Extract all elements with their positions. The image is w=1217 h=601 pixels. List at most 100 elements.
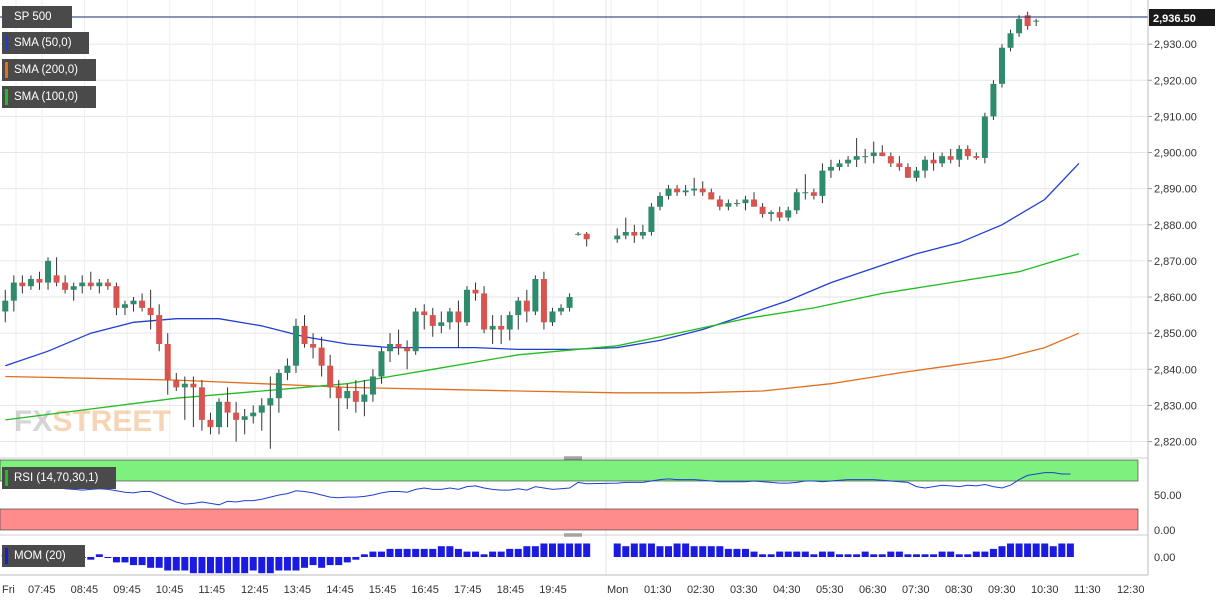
mom-bar xyxy=(232,557,240,574)
candle-body xyxy=(361,394,368,402)
sma100-tag[interactable]: SMA (100,0) xyxy=(2,86,96,108)
time-tick-label: Mon xyxy=(607,584,628,596)
candle-body xyxy=(716,199,723,207)
mom-bar xyxy=(309,557,317,566)
mom-tick-label: 0.00 xyxy=(1154,552,1175,564)
time-tick-label: 07:45 xyxy=(28,584,56,596)
sma200-tag[interactable]: SMA (200,0) xyxy=(2,59,96,81)
mom-bar xyxy=(369,551,377,557)
sma100-label: SMA (100,0) xyxy=(14,91,78,103)
mom-bar xyxy=(690,546,698,557)
candle-body xyxy=(472,289,479,294)
candle-body xyxy=(250,412,257,417)
mom-bar xyxy=(793,551,801,557)
candle-body xyxy=(540,278,547,323)
candle-body xyxy=(631,232,638,236)
candle-body xyxy=(523,300,530,312)
mom-bar xyxy=(1032,543,1040,557)
candle-body xyxy=(404,347,411,352)
mom-bar xyxy=(395,548,403,557)
sma-line-1 xyxy=(5,162,1080,367)
mom-bar xyxy=(1066,543,1074,557)
mom-bar xyxy=(574,543,582,557)
mom-bar xyxy=(112,557,120,563)
mom-bar xyxy=(566,543,574,557)
candle-body xyxy=(879,152,886,157)
candle-body xyxy=(139,300,146,308)
candle-body xyxy=(939,156,946,164)
mom-bar xyxy=(104,557,112,558)
mom-bar xyxy=(776,551,784,557)
candle-body xyxy=(147,307,154,316)
price-tick-label: 2,860.00 xyxy=(1154,292,1197,304)
mom-bar xyxy=(639,543,647,557)
mom-bar xyxy=(377,551,385,557)
mom-bar xyxy=(818,551,826,557)
mom-bar xyxy=(827,551,835,557)
sma200-label: SMA (200,0) xyxy=(14,64,78,76)
mom-bar xyxy=(130,557,138,566)
mom-bar xyxy=(258,557,266,574)
candle-body xyxy=(19,282,26,287)
candle-body xyxy=(793,192,800,211)
mom-bar xyxy=(972,551,980,557)
rsi-label: RSI (14,70,30,1) xyxy=(14,472,99,484)
candle-body xyxy=(827,166,834,171)
price-tick-label: 2,830.00 xyxy=(1154,400,1197,412)
sma200-swatch xyxy=(5,62,8,78)
mom-bar xyxy=(360,554,368,557)
mom-bar xyxy=(707,546,715,557)
candle-body xyxy=(156,315,163,344)
candle-body xyxy=(164,344,171,381)
mom-bar xyxy=(335,557,343,566)
mom-bar xyxy=(386,548,394,557)
candle-body xyxy=(913,170,920,178)
mom-bar xyxy=(155,557,163,568)
candle-body xyxy=(224,401,231,413)
instrument-tag[interactable]: SP 500 xyxy=(2,6,72,28)
sma50-tag[interactable]: SMA (50,0) xyxy=(2,32,89,54)
mom-bar xyxy=(557,543,565,557)
mom-bar xyxy=(249,557,257,571)
mom-bar xyxy=(810,554,818,557)
mom-bar xyxy=(955,554,963,557)
mom-bar xyxy=(630,543,638,557)
time-tick-label: 03:30 xyxy=(730,584,758,596)
mom-bar xyxy=(836,554,844,557)
candle-body xyxy=(216,401,223,428)
time-tick-label: 10:45 xyxy=(156,584,184,596)
candle-body xyxy=(378,351,385,377)
candle-body xyxy=(515,300,522,316)
candle-body xyxy=(344,390,351,399)
mom-bar xyxy=(767,554,775,557)
rsi-tag[interactable]: RSI (14,70,30,1) xyxy=(2,467,116,489)
candle-body xyxy=(489,325,496,330)
candle-body xyxy=(87,282,94,287)
candle-body xyxy=(981,116,988,158)
fxstreet-watermark: FXSTREET xyxy=(14,405,171,438)
candle-body xyxy=(930,159,937,164)
candle-body xyxy=(79,282,86,287)
candle-body xyxy=(198,387,205,420)
mom-bar xyxy=(870,554,878,557)
mom-bar xyxy=(1041,543,1049,557)
mom-bar xyxy=(215,557,223,574)
mom-tag[interactable]: MOM (20) xyxy=(2,545,85,567)
candle-body xyxy=(776,212,783,218)
candle-body xyxy=(742,199,749,204)
candle-body xyxy=(233,412,240,420)
mom-bar xyxy=(446,546,454,557)
candle-body xyxy=(113,286,120,308)
candle-body xyxy=(258,405,265,413)
price-tick-label: 2,880.00 xyxy=(1154,220,1197,232)
last-price-box xyxy=(1149,9,1215,26)
candle-body xyxy=(506,315,513,330)
time-tick-label: 11:45 xyxy=(198,584,225,596)
candle-body xyxy=(275,372,282,399)
mom-bar xyxy=(989,548,997,557)
candle-body xyxy=(438,322,445,326)
mom-bar xyxy=(497,551,505,557)
